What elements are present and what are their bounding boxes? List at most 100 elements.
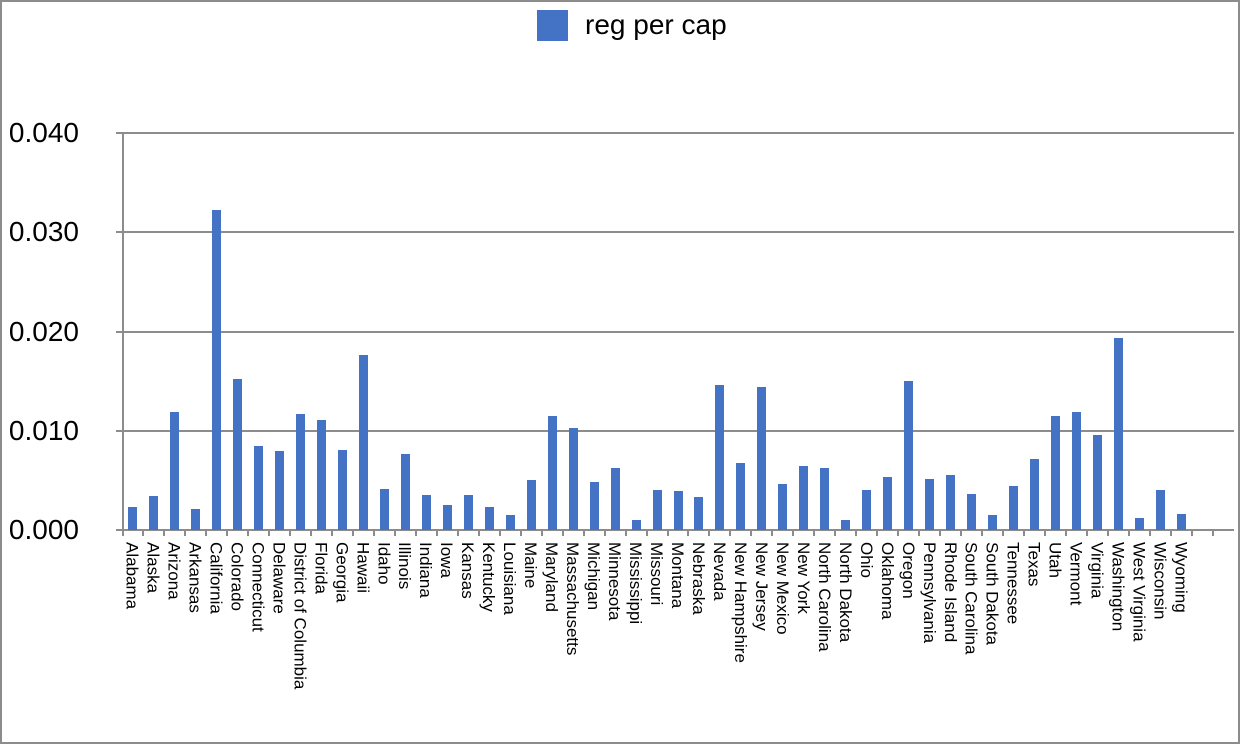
y-axis-tick-label: 0.000 [8,514,79,545]
bar-new-mexico [778,484,788,530]
x-axis-tick [729,530,732,536]
x-axis-tick [435,530,438,536]
x-axis-label-north-dakota: North Dakota [835,542,855,643]
gridline [116,132,1234,134]
x-axis-label-west-virginia: West Virginia [1129,542,1149,642]
x-axis-tick [771,530,774,536]
bar-south-carolina [967,494,977,530]
bar-minnesota [610,468,620,530]
bar-north-dakota [841,520,851,530]
bar-district-of-columbia [295,413,305,530]
x-axis-label-arkansas: Arkansas [185,542,205,613]
bar-new-york [799,466,809,530]
x-axis-tick [393,530,396,536]
x-axis-tick [939,530,942,536]
x-axis-tick [330,530,333,536]
x-axis-tick [792,530,795,536]
bar-new-hampshire [736,462,746,530]
x-axis-tick [603,530,606,536]
gridline [116,330,1234,333]
x-axis-tick [519,530,522,536]
bar-pennsylvania [925,479,935,530]
bar-arkansas [190,509,200,530]
bar-maryland [547,415,557,530]
x-axis-label-pennsylvania: Pennsylvania [919,542,939,644]
gridline [116,429,1234,432]
x-axis-tick [246,530,249,536]
x-axis-tick [1086,530,1089,536]
x-axis-label-south-dakota: South Dakota [982,542,1002,646]
x-axis-tick [708,530,711,536]
x-axis-label-illinois: Illinois [395,542,415,590]
bar-alabama [127,507,137,530]
x-axis-label-florida: Florida [311,542,331,594]
plot-area [116,132,1234,536]
x-axis-tick [624,530,627,536]
x-axis-tick [834,530,837,536]
x-axis-label-massachusetts: Massachusetts [563,542,583,656]
bar-wisconsin [1156,490,1166,530]
y-axis-tick-label: 0.030 [8,216,79,248]
x-axis-label-alaska: Alaska [143,542,163,594]
x-axis-label-hawaii: Hawaii [353,542,373,594]
bar-west-virginia [1135,518,1145,530]
bar-michigan [589,482,599,530]
bar-virginia [1093,434,1103,530]
x-axis-tick [267,530,270,536]
x-axis-label-nevada: Nevada [709,542,729,601]
x-axis-label-indiana: Indiana [416,542,436,598]
bar-montana [673,491,683,530]
x-axis-label-new-york: New York [793,542,813,614]
bar-hawaii [358,355,368,530]
bar-ohio [862,490,872,530]
x-axis-tick [1065,530,1068,536]
legend-swatch-icon [537,9,568,41]
bar-utah [1051,415,1061,530]
x-axis-tick [414,530,417,536]
x-axis-label-connecticut: Connecticut [248,542,268,632]
x-axis-tick [1191,530,1194,536]
x-axis-label-iowa: Iowa [437,542,457,578]
x-axis-tick [1002,530,1005,536]
x-axis-line [116,529,1234,531]
x-axis-label-maryland: Maryland [542,542,562,612]
x-axis-tick [918,530,921,536]
bar-massachusetts [568,427,578,530]
y-axis-tick-label: 0.040 [8,117,79,148]
bar-north-carolina [820,468,830,530]
x-axis-label-idaho: Idaho [374,542,394,585]
x-axis-tick [477,530,480,536]
x-axis-label-colorado: Colorado [227,542,247,611]
x-axis-tick [645,530,648,536]
bar-nevada [715,385,725,530]
bar-south-dakota [988,515,998,530]
x-axis-label-arizona: Arizona [164,542,184,600]
bar-california [211,210,221,530]
x-axis-tick [981,530,984,536]
x-axis-label-minnesota: Minnesota [605,542,625,621]
bar-texas [1030,458,1040,530]
bar-indiana [421,495,431,530]
x-axis-tick [1128,530,1131,536]
bar-missouri [652,490,662,530]
x-axis-tick [141,530,144,536]
x-axis-label-tennessee: Tennessee [1003,542,1023,625]
bar-louisiana [505,515,515,530]
x-axis-label-kentucky: Kentucky [479,542,499,612]
x-axis-label-maine: Maine [521,542,541,589]
bar-illinois [400,453,410,530]
x-axis-tick [1107,530,1110,536]
x-axis-tick [1212,530,1215,536]
x-axis-tick [687,530,690,536]
x-axis-label-alabama: Alabama [122,542,142,610]
bar-arizona [169,411,179,530]
x-axis-tick [813,530,816,536]
x-axis-tick [204,530,207,536]
bar-washington [1114,338,1124,530]
x-axis-label-wisconsin: Wisconsin [1150,542,1170,620]
x-axis-label-louisiana: Louisiana [500,542,520,615]
x-axis-tick [162,530,165,536]
x-axis-label-south-carolina: South Carolina [961,542,981,655]
bar-alaska [148,496,158,530]
